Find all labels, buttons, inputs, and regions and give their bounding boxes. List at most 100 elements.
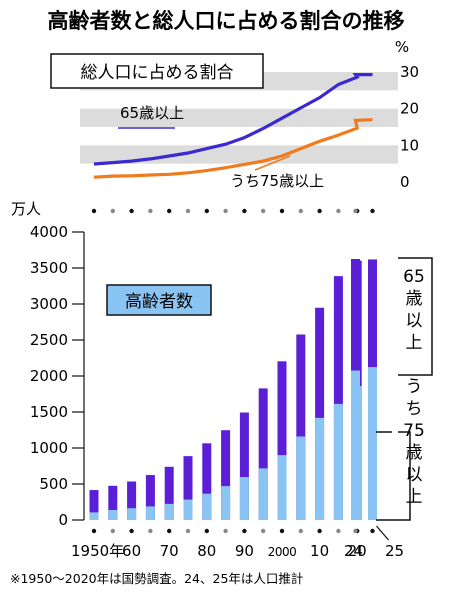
bar-75-over bbox=[108, 509, 118, 520]
line-chart-unit: % bbox=[395, 38, 409, 56]
bar-65-over bbox=[89, 490, 99, 520]
year-dot-row-bottom bbox=[91, 528, 375, 534]
x-tick-leader bbox=[376, 525, 389, 541]
bar-75-over bbox=[145, 506, 155, 520]
bar-75-over bbox=[333, 403, 343, 520]
line-chart-y-ticks: 0 10 20 30 bbox=[400, 63, 419, 191]
bar-chart: 万人 0 500 1000 1500 2000 2500 3000 3500 4000 高齢者数… bbox=[11, 200, 433, 560]
bar-chart-x-tick: 90 bbox=[235, 542, 254, 560]
bar-chart-x-tick: 80 bbox=[197, 542, 216, 560]
bar-chart-y-tick: 1000 bbox=[30, 439, 68, 457]
bar-75-over bbox=[127, 508, 137, 520]
year-dot bbox=[223, 528, 228, 534]
bar-chart-bars bbox=[89, 259, 377, 520]
year-dot bbox=[167, 208, 172, 214]
bar-75-over bbox=[258, 468, 268, 520]
bracket-label-75-over: うち 75 歳以上 bbox=[403, 377, 425, 507]
year-dot bbox=[279, 208, 285, 214]
year-dot bbox=[167, 528, 172, 534]
line-chart-y-tick: 0 bbox=[400, 173, 410, 191]
bar-75-over bbox=[296, 436, 306, 520]
bar-75-over bbox=[351, 370, 360, 520]
bar-chart-x-tick: 60 bbox=[122, 542, 141, 560]
bar-chart-y-tick: 500 bbox=[39, 475, 68, 493]
year-dot bbox=[204, 208, 209, 214]
bar-75-over bbox=[183, 499, 193, 520]
year-dot bbox=[129, 208, 134, 214]
year-dot bbox=[91, 208, 97, 214]
year-dot bbox=[185, 208, 191, 214]
bar-75-over bbox=[164, 503, 174, 520]
bar-75-over bbox=[368, 367, 377, 520]
bar-chart-y-tick: 3000 bbox=[30, 295, 68, 313]
bracket-label-65-over: 65 歳以上 bbox=[403, 267, 425, 353]
bar-65-over bbox=[221, 430, 231, 520]
year-dot bbox=[298, 208, 303, 214]
bar-65-over bbox=[277, 361, 287, 520]
year-dot bbox=[353, 528, 358, 534]
bar-chart-x-tick: 24 bbox=[344, 542, 363, 560]
year-dot bbox=[223, 208, 228, 214]
year-dot bbox=[110, 208, 116, 214]
bar-chart-title: 高齢者数 bbox=[125, 292, 193, 312]
line-chart-band bbox=[80, 108, 398, 127]
year-dot bbox=[110, 528, 116, 534]
year-dot bbox=[353, 208, 358, 214]
year-dot bbox=[336, 208, 341, 214]
bar-65-over bbox=[145, 475, 155, 520]
bar-65-over bbox=[164, 466, 174, 520]
bar-75-over bbox=[221, 486, 231, 520]
bar-chart-grid bbox=[72, 231, 85, 521]
year-dot bbox=[204, 528, 209, 534]
bar-chart-y-ticks: 0 500 1000 1500 2000 2500 3000 3500 4000 bbox=[30, 223, 68, 529]
line-chart-y-tick: 10 bbox=[400, 136, 419, 154]
bar-chart-y-tick: 2500 bbox=[30, 331, 68, 349]
chart-title: 高齢者数と総人口に占める割合の推移 bbox=[48, 9, 405, 33]
year-dot bbox=[261, 528, 266, 534]
line-chart-title-box bbox=[50, 53, 264, 89]
line-series-75-over bbox=[93, 118, 373, 179]
bar-65-over bbox=[333, 276, 343, 520]
line-chart-y-tick: 20 bbox=[400, 100, 419, 118]
bar-chart-y-tick: 3500 bbox=[30, 259, 68, 277]
footnote: ※1950～2020年は国勢調査。24、25年は人口推計 bbox=[10, 571, 303, 586]
year-dot bbox=[91, 528, 97, 534]
bar-65-over bbox=[108, 485, 118, 520]
year-dot bbox=[185, 528, 191, 534]
year-dot bbox=[148, 208, 153, 214]
bar-chart-y-tick: 1500 bbox=[30, 403, 68, 421]
bar-75-over bbox=[89, 512, 99, 520]
year-dot bbox=[148, 528, 153, 534]
bar-65-over bbox=[127, 481, 137, 520]
year-dot bbox=[370, 208, 375, 214]
bar-chart-y-tick: 0 bbox=[58, 511, 68, 529]
line-label-75-leader bbox=[254, 155, 291, 171]
year-dot bbox=[317, 208, 322, 214]
bar-75-over bbox=[315, 417, 325, 520]
bar-chart-unit: 万人 bbox=[11, 200, 41, 218]
year-dot-row-top bbox=[91, 208, 375, 214]
year-dot bbox=[317, 528, 322, 534]
line-chart-y-tick: 30 bbox=[400, 63, 419, 81]
bar-75-over bbox=[277, 455, 287, 520]
line-chart-title: 総人口に占める割合 bbox=[81, 63, 234, 83]
year-dot bbox=[129, 528, 134, 534]
year-dot bbox=[370, 528, 375, 534]
bar-chart-x-tick: 25 bbox=[385, 542, 404, 560]
bar-65-over bbox=[239, 412, 249, 520]
line-label-75-over: うち75歳以上 bbox=[230, 172, 324, 190]
bar-chart-y-tick: 4000 bbox=[30, 223, 68, 241]
bar-chart-y-tick: 2000 bbox=[30, 367, 68, 385]
year-dot bbox=[242, 208, 247, 214]
bar-65-over bbox=[315, 307, 325, 520]
line-chart: 総人口に占める割合 % 0 10 20 30 65歳以上 うち75歳以上 bbox=[50, 38, 419, 214]
bar-65-over bbox=[183, 456, 193, 520]
bar-chart-x-tick: 20 bbox=[348, 542, 367, 560]
year-dot bbox=[298, 528, 303, 534]
bar-65-over bbox=[258, 388, 268, 520]
bracket-65-over bbox=[398, 257, 433, 376]
year-dot bbox=[261, 208, 266, 214]
bar-chart-x-tick: 70 bbox=[160, 542, 179, 560]
